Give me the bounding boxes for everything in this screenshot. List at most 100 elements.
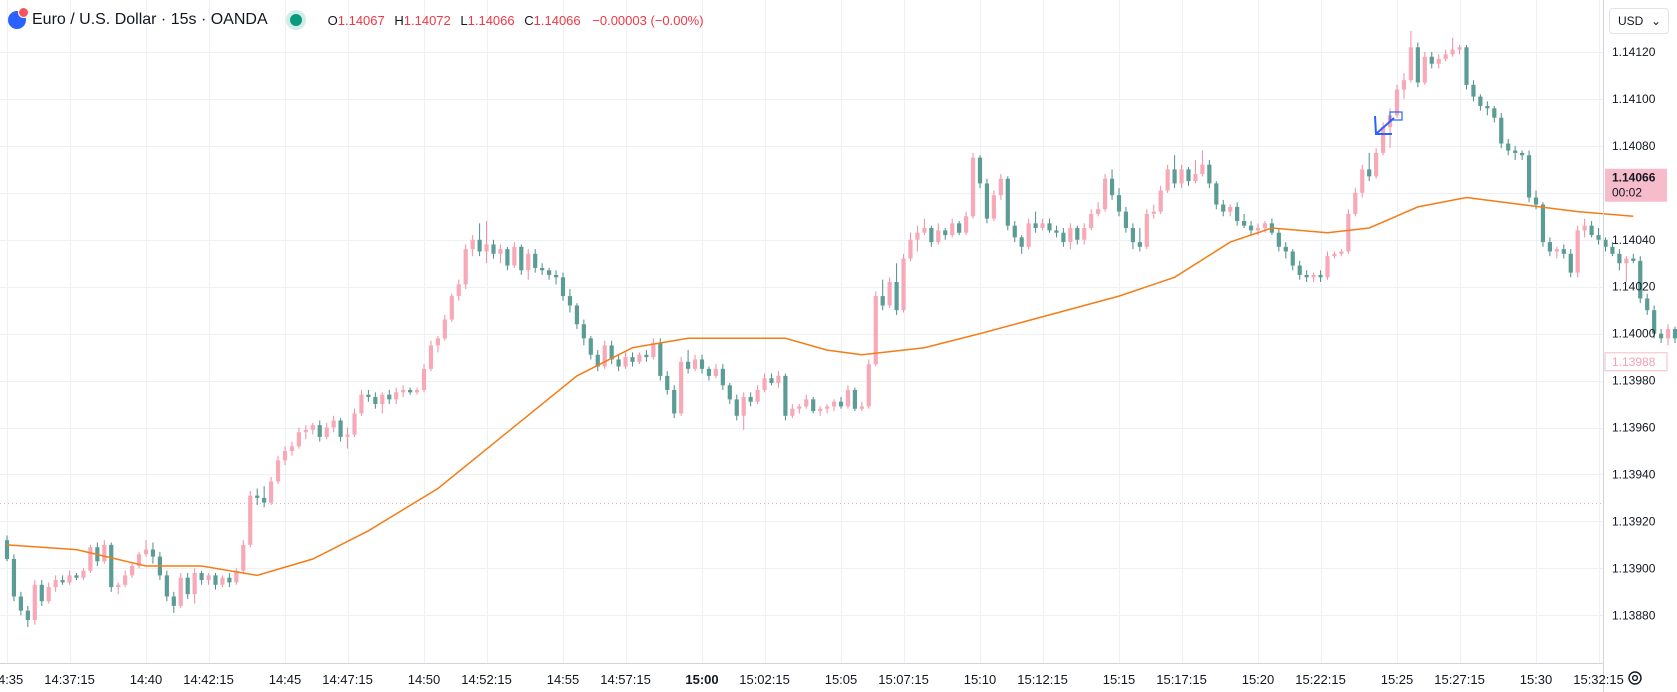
candle	[1109, 169, 1115, 200]
time-tick-label: 14:45	[269, 672, 302, 687]
candle-body	[790, 408, 795, 416]
candle	[1659, 328, 1664, 344]
time-tick-label: 15:22:15	[1295, 672, 1346, 687]
time-tick-label: 15:15	[1103, 672, 1136, 687]
candle	[11, 554, 17, 602]
candle-body	[936, 230, 941, 243]
candle-body	[227, 577, 232, 583]
candle-body	[470, 239, 475, 250]
candle-body	[234, 570, 239, 583]
price-tick-label: 1.14020	[1612, 280, 1656, 294]
symbol-title[interactable]: Euro / U.S. Dollar · 15s · OANDA	[32, 11, 268, 28]
candle	[547, 267, 552, 280]
candle-body	[950, 223, 955, 236]
candle-body	[449, 296, 454, 320]
candle-body	[1158, 190, 1163, 212]
candle-body	[428, 345, 434, 369]
candle-body	[220, 577, 225, 585]
candle-body	[1464, 47, 1469, 85]
candle	[741, 392, 746, 430]
candle-body	[116, 584, 121, 588]
candle	[331, 415, 336, 433]
price-tick-label: 1.13940	[1612, 467, 1656, 481]
candle-body	[373, 397, 378, 405]
candle-body	[1603, 239, 1608, 247]
candle-body	[859, 406, 864, 409]
candle-body	[1520, 152, 1525, 156]
symbol-legend: Euro / U.S. Dollar · 15s · OANDA O1.1406…	[8, 7, 704, 32]
candle-body	[1589, 225, 1594, 236]
candle	[60, 575, 65, 585]
currency-button[interactable]: USD ⌄	[1609, 8, 1669, 34]
candle	[686, 350, 691, 374]
candle	[248, 490, 253, 548]
candle	[1575, 225, 1580, 278]
candle	[88, 544, 93, 574]
candle	[1311, 272, 1316, 283]
candle	[324, 422, 329, 440]
price-axis[interactable]: 1.141201.141001.140801.140601.140401.140…	[1612, 45, 1656, 622]
candle-body	[1109, 178, 1115, 196]
candle	[1221, 199, 1226, 217]
candle-body	[1096, 209, 1101, 214]
candle-body	[873, 296, 878, 365]
candle-body	[838, 401, 844, 407]
candle	[720, 364, 725, 390]
candle	[859, 401, 864, 412]
candle	[1450, 37, 1455, 57]
candle	[831, 399, 837, 412]
time-tick-label: 15:30	[1520, 672, 1553, 687]
candle	[1116, 188, 1122, 217]
drawing-arrow-icon[interactable]	[1374, 111, 1403, 135]
time-tick-label: 14:40	[130, 672, 163, 687]
candle-body	[1144, 213, 1149, 247]
candle	[449, 293, 454, 322]
candle	[964, 211, 969, 236]
candle-body	[442, 319, 447, 339]
candle-body	[797, 406, 802, 409]
candle-body	[192, 573, 197, 595]
market-status-icon[interactable]	[289, 14, 302, 26]
candle	[1165, 164, 1170, 193]
candle-body	[845, 389, 851, 407]
candle-body	[991, 195, 996, 219]
candle-body	[199, 573, 204, 581]
candle-body	[512, 246, 517, 266]
candle-body	[1568, 253, 1573, 273]
candle-body	[366, 394, 371, 398]
candle	[199, 570, 204, 585]
low-value: 1.14066	[467, 12, 515, 28]
candle-body	[282, 450, 288, 461]
time-tick-label: 15:27:15	[1434, 672, 1485, 687]
candle-body	[1318, 274, 1323, 278]
candle-body	[352, 413, 357, 435]
candle-body	[505, 249, 510, 266]
candle	[977, 155, 983, 189]
candle	[984, 178, 990, 224]
candle-body	[762, 378, 767, 390]
candle-body	[1082, 228, 1087, 240]
candle-body	[866, 364, 871, 407]
gear-icon[interactable]	[1626, 669, 1644, 687]
candle	[109, 542, 114, 592]
candle-body	[658, 343, 663, 376]
time-axis[interactable]: 14:35 14:37:15 14:40 14:42:15 14:45 14:47:15 1…	[0, 672, 1624, 687]
candle-body	[1652, 310, 1657, 334]
candle-body	[692, 359, 698, 369]
candle	[727, 382, 732, 405]
candle-body	[1297, 265, 1302, 275]
candle-body	[1526, 155, 1532, 198]
candle-body	[1346, 213, 1351, 252]
candle-body	[1123, 211, 1129, 229]
time-tick-label: 14:50	[408, 672, 441, 687]
candle-body	[1422, 56, 1427, 83]
time-tick-label: 15:12:15	[1017, 672, 1068, 687]
candle-body	[1665, 328, 1671, 339]
candle-body	[1367, 169, 1372, 177]
candle	[428, 340, 434, 372]
candle	[970, 152, 976, 219]
close-key: C	[524, 12, 534, 28]
candle-body	[1283, 246, 1288, 252]
candle-body	[289, 446, 295, 451]
